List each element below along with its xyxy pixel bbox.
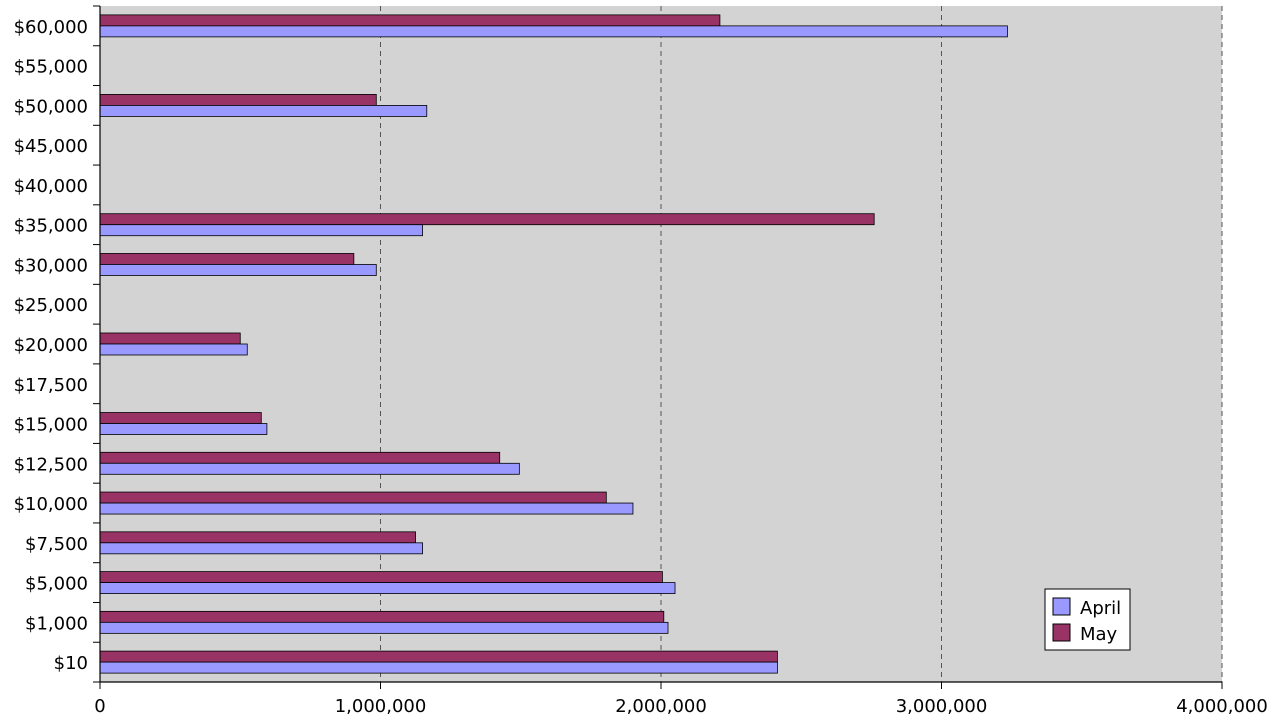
y-tick-label: $25,000	[14, 295, 88, 316]
bar-may	[99, 531, 416, 544]
grid-lines	[380, 6, 1223, 682]
bar-may	[99, 94, 377, 106]
bar-may	[99, 332, 241, 345]
bar-may	[99, 610, 665, 623]
bar-may	[99, 213, 875, 226]
y-tick-label: $45,000	[14, 136, 88, 157]
bar-may	[99, 412, 262, 424]
bar-april	[99, 462, 520, 475]
y-axis-ticks: $10 $1,000 $5,000 $7,500 $10,000 $12,500 $15,0…	[14, 5, 100, 683]
legend: April May	[1044, 588, 1131, 651]
bar-april	[99, 621, 669, 634]
y-tick-label: $10	[54, 653, 88, 674]
y-tick-label: $20,000	[14, 335, 88, 356]
y-tick-label: $10,000	[14, 494, 88, 515]
bar-may	[99, 571, 663, 583]
x-tick-label: 4,000,000	[1176, 696, 1268, 717]
bar-april	[99, 502, 634, 515]
bar-may	[99, 451, 501, 464]
x-tick-label: 2,000,000	[615, 696, 707, 717]
y-tick-label: $7,500	[25, 534, 88, 555]
x-axis-ticks: 0 1,000,000 2,000,000 3,000,000 4,000,000	[94, 682, 1268, 717]
y-tick-label: $1,000	[25, 613, 88, 634]
bar-april	[99, 542, 423, 555]
y-tick-label: $60,000	[14, 17, 88, 38]
y-tick-label: $5,000	[25, 574, 88, 595]
bar-april	[99, 224, 423, 237]
y-tick-label: $30,000	[14, 255, 88, 276]
bar-may	[99, 253, 355, 265]
y-tick-label: $15,000	[14, 415, 88, 436]
bar-april	[99, 105, 428, 117]
y-tick-label: $40,000	[14, 176, 88, 197]
legend-swatch-may	[1052, 623, 1071, 642]
bar-may	[99, 650, 778, 663]
y-tick-label: $35,000	[14, 216, 88, 237]
legend-swatch-april	[1052, 597, 1071, 616]
legend-label-may: May	[1080, 624, 1118, 645]
bar-april	[99, 264, 377, 276]
x-tick-label: 3,000,000	[896, 696, 988, 717]
y-tick-label: $17,500	[14, 375, 88, 396]
legend-label-april: April	[1080, 598, 1121, 619]
bar-april	[99, 25, 1008, 38]
x-tick-label: 1,000,000	[335, 696, 427, 717]
y-tick-label: $55,000	[14, 57, 88, 78]
x-tick-label: 0	[94, 696, 105, 717]
y-tick-label: $50,000	[14, 96, 88, 117]
bar-april	[99, 582, 676, 594]
bar-april	[99, 343, 248, 356]
y-tick-label: $12,500	[14, 454, 88, 475]
bar-april	[99, 423, 268, 435]
bar-may	[99, 491, 607, 504]
bar-april	[99, 661, 778, 674]
bar-may	[99, 14, 721, 27]
